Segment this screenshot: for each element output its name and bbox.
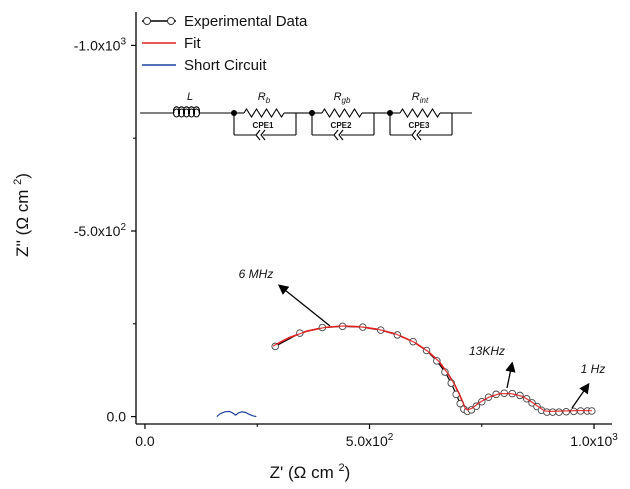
resistor-label: Rgb (334, 91, 351, 105)
resistor-label-sub: gb (342, 96, 351, 105)
x-axis-title-main: Z' (Ω cm (270, 463, 334, 482)
resistor-label: Rb (258, 91, 271, 105)
inductor-label: L (187, 91, 193, 103)
inductor-symbol (173, 106, 200, 114)
resistor-label-sub: b (266, 96, 271, 105)
y-tick-label-base: -1.0x10 (74, 37, 121, 53)
inductor-coil (187, 108, 196, 118)
x-tick-label: 1.0x103 (570, 432, 618, 449)
short-circuit-line (216, 410, 257, 418)
axis-title-tail: ) (13, 173, 32, 179)
cpe-label: CPE2 (331, 121, 352, 130)
annotation-arrow (277, 284, 331, 327)
y-axis-title: Z'' (Ω cm 2) (12, 173, 32, 257)
resistor-label-base: R (334, 91, 342, 103)
annotation-layer: 6 MHz 13KHz 1 Hz (239, 267, 606, 409)
resistor-label-base: R (258, 91, 266, 103)
inductor-coil (192, 108, 201, 118)
y-tick-label: 0.0 (107, 409, 127, 425)
resistor-symbol (243, 107, 285, 119)
legend: Experimental Data Fit Short Circuit (142, 13, 308, 74)
x-axis-title: Z' (Ω cm 2) (270, 462, 351, 482)
y-tick-label-exp: 2 (120, 222, 126, 233)
x-tick-label-base: 5.0x10 (346, 433, 388, 449)
annotation-label: 13KHz (469, 344, 505, 358)
axis-title-exp: 2 (12, 179, 24, 185)
legend-label: Fit (184, 35, 201, 52)
annotation-label: 6 MHz (239, 267, 274, 281)
cpe-symbol (333, 129, 344, 141)
y-tick-label: -1.0x103 (74, 36, 127, 53)
resistor-label-base: R (412, 91, 420, 103)
equivalent-circuit: L Rb CPE1 Rgb CPE2 Rint CPE3 (140, 91, 472, 141)
annotation-arrow (505, 361, 516, 389)
legend-marker (167, 17, 175, 25)
y-tick-label-base: -5.0x10 (74, 223, 121, 239)
inductor-coil (177, 108, 186, 118)
cpe-label: CPE1 (253, 121, 274, 130)
x-tick-label-base: 1.0x10 (570, 433, 612, 449)
resistor-label: Rint (412, 91, 429, 105)
x-tick-label: 0.0 (135, 433, 155, 449)
legend-marker (143, 17, 151, 25)
resistor-label-sub: int (420, 96, 429, 105)
x-tick-label-base: 0.0 (135, 433, 155, 449)
axis-title-tail: ) (345, 463, 351, 482)
resistor-symbol (321, 107, 363, 119)
experimental-data-line (274, 325, 592, 413)
experimental-data-point (555, 408, 563, 416)
data-layer (216, 322, 596, 418)
experimental-data-point (472, 402, 481, 410)
inductor-coil (172, 108, 181, 118)
fit-line (272, 325, 592, 413)
x-tick-label: 5.0x102 (346, 432, 394, 449)
y-tick-label-exp: 3 (120, 36, 126, 47)
y-tick-label-base: 0.0 (107, 409, 127, 425)
experimental-data-point (433, 357, 441, 365)
inductor-coil (182, 108, 191, 118)
cpe-symbol (255, 129, 266, 141)
x-tick-label-exp: 3 (612, 432, 618, 443)
cpe-label: CPE3 (409, 121, 430, 130)
experimental-data-point (562, 408, 570, 416)
legend-label: Experimental Data (184, 13, 308, 30)
experimental-data-point (548, 408, 557, 416)
resistor-symbol (399, 107, 441, 119)
annotation-label: 1 Hz (581, 362, 606, 376)
x-tick-label-exp: 2 (388, 432, 394, 443)
annotation-arrow (571, 382, 590, 409)
fit-line-overlay (272, 325, 592, 413)
axis-title-exp: 2 (339, 462, 345, 474)
y-axis-title-main: Z'' (Ω cm (13, 190, 32, 257)
legend-label: Short Circuit (184, 57, 267, 74)
y-tick-label: -5.0x102 (74, 222, 127, 239)
cpe-symbol (411, 129, 422, 141)
